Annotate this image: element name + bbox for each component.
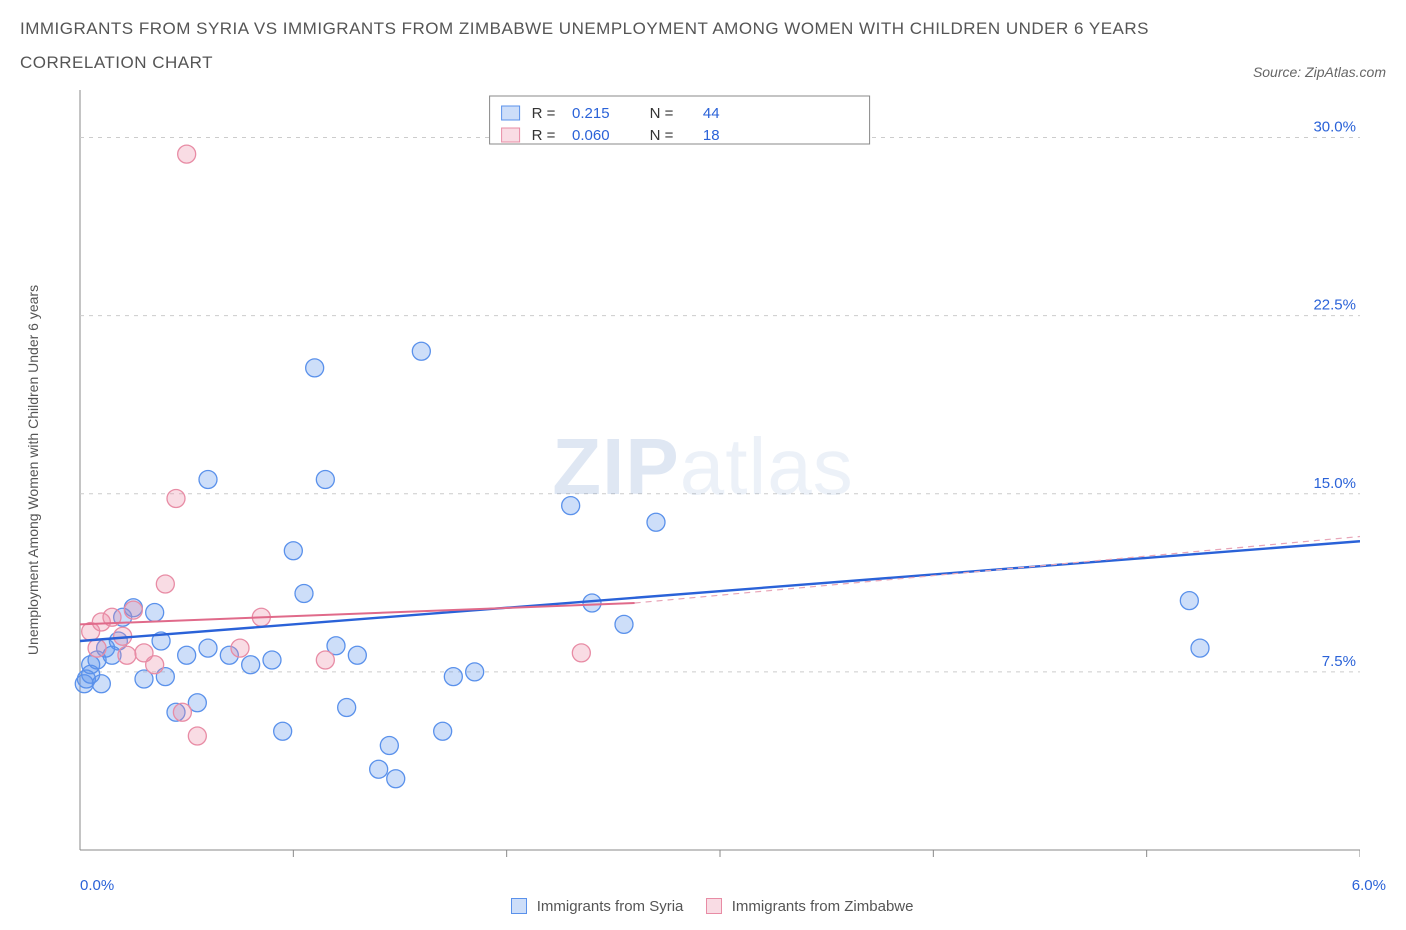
svg-text:15.0%: 15.0%: [1313, 475, 1356, 492]
svg-text:Unemployment Among Women with: Unemployment Among Women with Children U…: [25, 285, 41, 655]
svg-text:N =: N =: [650, 127, 674, 144]
legend-label-syria: Immigrants from Syria: [537, 898, 684, 915]
legend-label-zimbabwe: Immigrants from Zimbabwe: [732, 898, 914, 915]
source-label: Source: ZipAtlas.com: [1253, 64, 1386, 80]
svg-text:30.0%: 30.0%: [1313, 119, 1356, 136]
legend-swatch-zimbabwe: [706, 898, 722, 914]
chart-area: ZIPatlas 7.5%15.0%22.5%30.0%Unemployment…: [20, 90, 1386, 875]
svg-text:0.215: 0.215: [572, 105, 610, 122]
chart-title-line1: IMMIGRANTS FROM SYRIA VS IMMIGRANTS FROM…: [20, 12, 1149, 46]
svg-text:R =: R =: [532, 105, 556, 122]
x-axis-max: 6.0%: [1352, 877, 1386, 894]
svg-text:R =: R =: [532, 127, 556, 144]
svg-text:N =: N =: [650, 105, 674, 122]
svg-text:22.5%: 22.5%: [1313, 297, 1356, 314]
svg-text:44: 44: [703, 105, 720, 122]
x-axis-min: 0.0%: [80, 877, 114, 894]
chart-title-line2: CORRELATION CHART: [20, 46, 1149, 80]
svg-text:18: 18: [703, 127, 720, 144]
bottom-legend: Immigrants from Syria Immigrants from Zi…: [20, 898, 1386, 915]
svg-text:7.5%: 7.5%: [1322, 653, 1356, 670]
svg-text:0.060: 0.060: [572, 127, 610, 144]
scatter-chart-svg: 7.5% 15.0% 22.5% 30.0% Unemployment Among Wo…: [20, 90, 1360, 870]
legend-swatch-syria: [511, 898, 527, 914]
